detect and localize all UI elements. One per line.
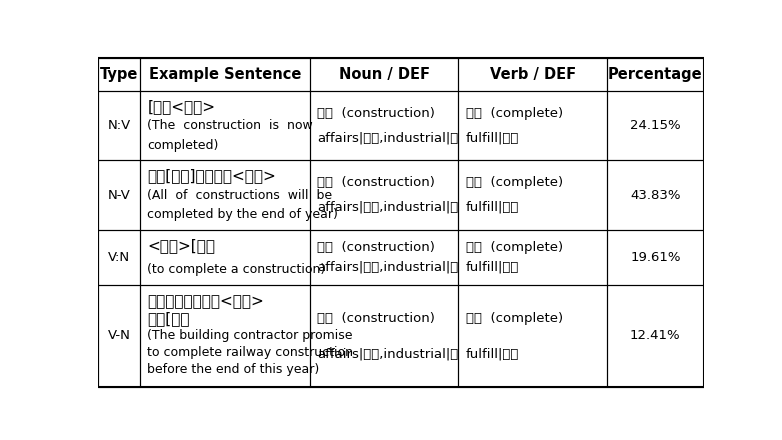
Text: affairs|事務,industrial|工: affairs|事務,industrial|工 [317, 347, 458, 360]
Text: Example Sentence: Example Sentence [149, 67, 301, 82]
Text: affairs|事務,industrial|工: affairs|事務,industrial|工 [317, 131, 458, 144]
Text: (to complete a construction): (to complete a construction) [148, 263, 325, 275]
Bar [607, 285, 704, 386]
Bar [458, 285, 607, 386]
Text: fulfill|實現: fulfill|實現 [465, 201, 519, 214]
Bar [458, 160, 607, 230]
Text: [工程<完成>: [工程<完成> [148, 99, 216, 114]
Text: affairs|事務,industrial|工: affairs|事務,industrial|工 [317, 201, 458, 214]
Text: (The building contractor promise: (The building contractor promise [148, 330, 353, 342]
Text: <完成>[工程: <完成>[工程 [148, 238, 216, 253]
Text: 完成  (complete): 完成 (complete) [465, 241, 563, 254]
Bar [98, 285, 140, 386]
Text: 鐵路[工程: 鐵路[工程 [148, 312, 190, 326]
Text: Percentage: Percentage [608, 67, 703, 82]
Text: V-N: V-N [107, 330, 131, 342]
Text: 24.15%: 24.15% [630, 119, 680, 132]
Text: (All  of  constructions  will  be: (All of constructions will be [148, 188, 332, 202]
Text: 工程  (construction): 工程 (construction) [317, 312, 435, 325]
Text: V:N: V:N [108, 251, 130, 264]
Text: fulfill|實現: fulfill|實現 [465, 347, 519, 360]
Text: fulfill|實現: fulfill|實現 [465, 131, 519, 144]
Text: Verb / DEF: Verb / DEF [490, 67, 576, 82]
Text: completed by the end of year): completed by the end of year) [148, 208, 339, 221]
Text: 工程  (construction): 工程 (construction) [317, 107, 435, 120]
Text: before the end of this year): before the end of this year) [148, 363, 320, 376]
Text: 建商承諾在年底前<完成>: 建商承諾在年底前<完成> [148, 294, 264, 309]
Bar [140, 91, 310, 160]
Text: 完成  (complete): 完成 (complete) [465, 107, 563, 120]
Bar [458, 91, 607, 160]
Bar [310, 285, 458, 386]
Text: 全部[工程]預定年底<完成>: 全部[工程]預定年底<完成> [148, 168, 276, 183]
Bar [607, 91, 704, 160]
Text: to complete railway construction: to complete railway construction [148, 346, 353, 359]
Bar [458, 58, 607, 91]
Text: 完成  (complete): 完成 (complete) [465, 312, 563, 325]
Text: Type: Type [100, 67, 138, 82]
Bar [607, 230, 704, 285]
Bar [98, 58, 140, 91]
Bar [98, 230, 140, 285]
Text: fulfill|實現: fulfill|實現 [465, 260, 519, 274]
Bar [140, 160, 310, 230]
Bar [98, 91, 140, 160]
Bar [310, 230, 458, 285]
Bar [140, 285, 310, 386]
Bar [140, 58, 310, 91]
Text: 工程  (construction): 工程 (construction) [317, 176, 435, 189]
Text: 19.61%: 19.61% [630, 251, 680, 264]
Bar [310, 91, 458, 160]
Bar [607, 58, 704, 91]
Bar [98, 160, 140, 230]
Text: 完成  (complete): 完成 (complete) [465, 176, 563, 189]
Bar [140, 230, 310, 285]
Text: N:V: N:V [107, 119, 131, 132]
Text: 工程  (construction): 工程 (construction) [317, 241, 435, 254]
Text: (The  construction  is  now: (The construction is now [148, 119, 314, 132]
Bar [458, 230, 607, 285]
Text: affairs|事務,industrial|工: affairs|事務,industrial|工 [317, 260, 458, 274]
Text: completed): completed) [148, 139, 219, 151]
Bar [607, 160, 704, 230]
Bar [310, 58, 458, 91]
Text: N-V: N-V [107, 188, 131, 202]
Text: 12.41%: 12.41% [630, 330, 680, 342]
Text: 43.83%: 43.83% [630, 188, 680, 202]
Text: Noun / DEF: Noun / DEF [339, 67, 429, 82]
Bar [310, 160, 458, 230]
